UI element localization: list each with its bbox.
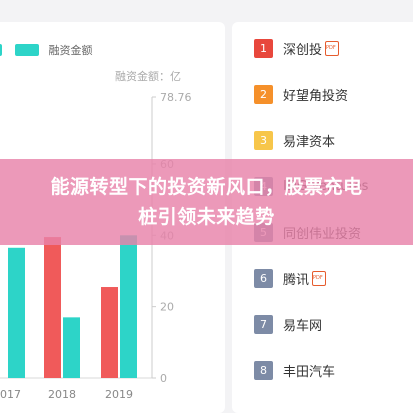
y-tick-label: 78.76	[160, 91, 192, 104]
bar	[8, 247, 25, 378]
x-tick-label: 2017	[0, 388, 21, 401]
rank-badge: 8	[254, 360, 273, 380]
investor-name: 丰田汽车	[283, 364, 336, 380]
y-axis-title: 融资金额：亿	[115, 70, 181, 83]
pdf-icon[interactable]	[325, 40, 340, 56]
legend-swatch-financing	[15, 44, 39, 56]
x-tick-label: 2019	[105, 388, 133, 401]
rank-badge: 3	[254, 130, 273, 150]
investor-name: 易车网	[283, 318, 323, 334]
ranking-item[interactable]: 6 腾讯	[254, 268, 327, 288]
legend-label-financing: 融资金额	[48, 44, 93, 57]
ranking-item[interactable]: 2 好望角投资	[254, 84, 348, 104]
bar	[44, 237, 61, 378]
rank-badge: 2	[254, 84, 273, 104]
bar	[120, 235, 137, 378]
article-title: 能源转型下的投资新风口，股票充电桩引领未来趋势	[50, 176, 363, 228]
x-tick-label: 2018	[48, 388, 76, 401]
legend-swatch-partial	[0, 44, 2, 56]
ranking-item[interactable]: 3 易津资本	[254, 130, 335, 150]
y-tick-label: 20	[160, 301, 174, 314]
rank-badge: 6	[254, 268, 273, 288]
investor-name: 深创投	[283, 42, 323, 58]
investor-name: 好望角投资	[283, 88, 349, 104]
ranking-item[interactable]: 7 易车网	[254, 314, 322, 334]
pdf-icon[interactable]	[312, 270, 327, 286]
bar	[101, 287, 118, 378]
bar-chart: 020406078.76201720182019	[0, 91, 192, 401]
rank-badge: 1	[254, 38, 273, 58]
ranking-item[interactable]: 1 深创投	[254, 38, 340, 58]
article-title-banner[interactable]: 能源转型下的投资新风口，股票充电桩引领未来趋势	[0, 159, 413, 245]
investor-name: 易津资本	[283, 134, 336, 150]
investor-name: 腾讯	[283, 272, 310, 288]
y-tick-label: 0	[160, 372, 167, 385]
bar	[63, 317, 80, 378]
ranking-item[interactable]: 8 丰田汽车	[254, 360, 335, 380]
rank-badge: 7	[254, 314, 273, 334]
